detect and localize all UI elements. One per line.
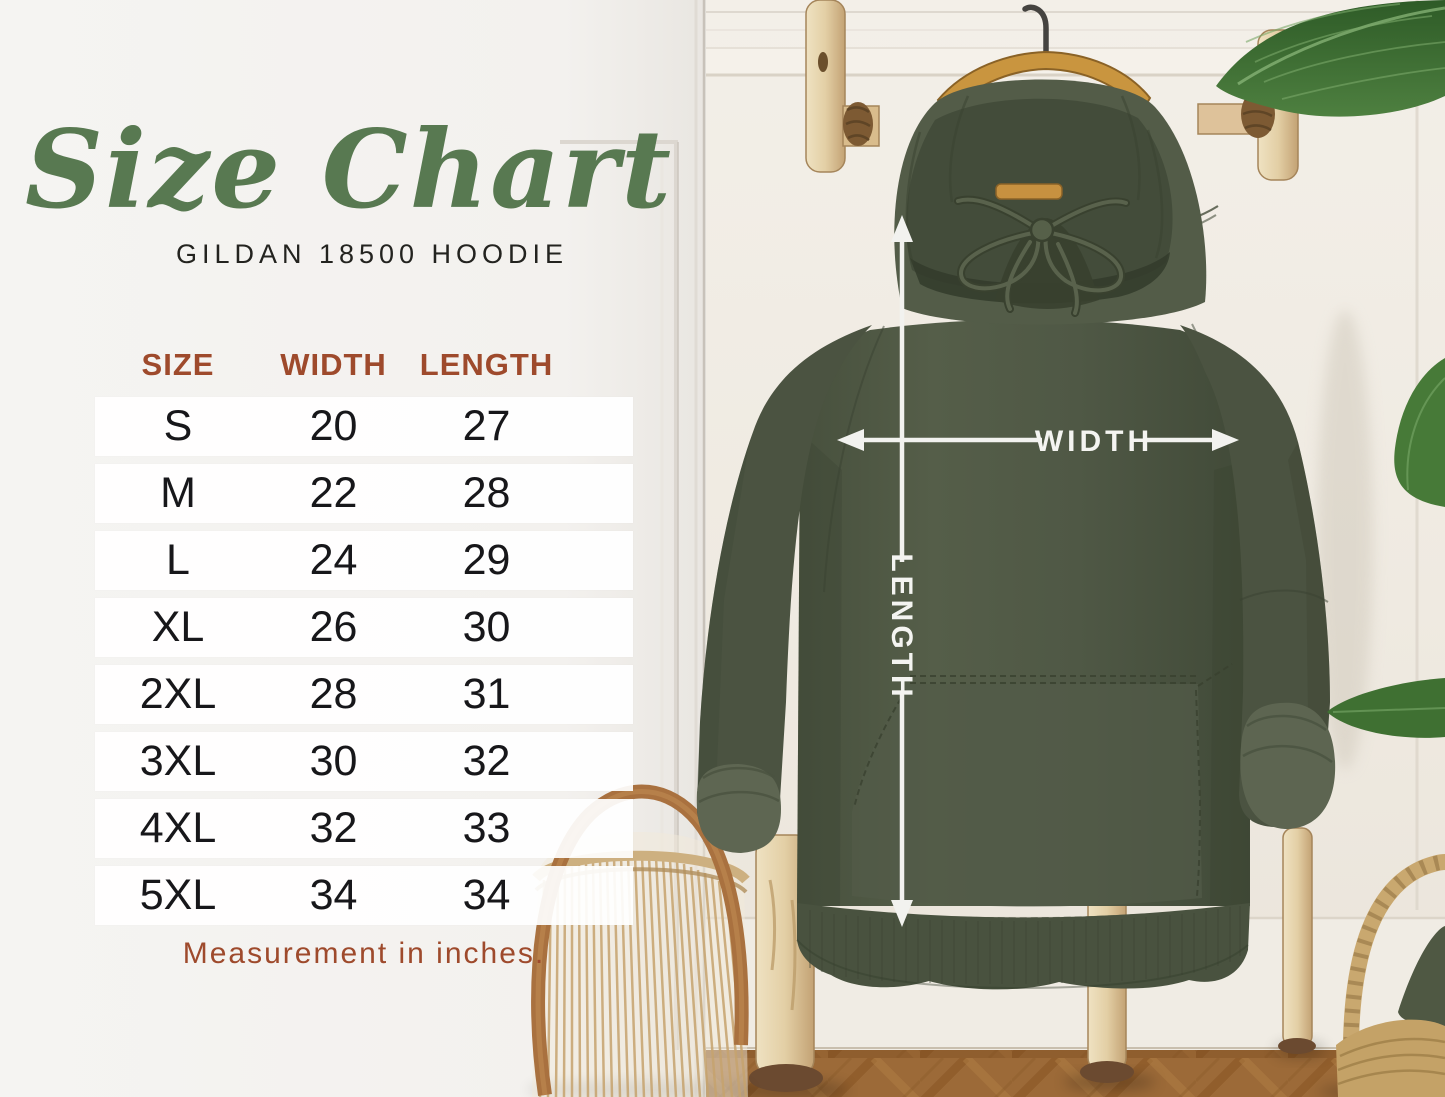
size-cell: M: [160, 469, 196, 517]
size-chart-table: SIZE WIDTH LENGTH S 20 27 M 22 28 L 24 2…: [95, 341, 633, 925]
table-row: 4XL 32 33: [95, 799, 633, 858]
column-header-length: LENGTH: [419, 347, 554, 382]
table-row: S 20 27: [95, 397, 633, 456]
width-cell: 26: [309, 603, 358, 651]
length-cell: 32: [462, 737, 511, 785]
size-cell: 3XL: [139, 737, 217, 785]
length-cell: 33: [462, 804, 511, 852]
table-row: 5XL 34 34: [95, 866, 633, 925]
length-arrow: [891, 215, 913, 927]
table-row: 2XL 28 31: [95, 665, 633, 724]
hoodie: [696, 79, 1336, 990]
drawstring-bow: [954, 195, 1130, 317]
width-cell: 34: [309, 871, 358, 919]
length-cell: 30: [462, 603, 511, 651]
size-cell: L: [166, 536, 190, 584]
length-cell: 34: [462, 871, 511, 919]
width-label: WIDTH: [1035, 425, 1153, 458]
width-arrow: [837, 429, 1239, 451]
table-row: XL 26 30: [95, 598, 633, 657]
table-row: L 24 29: [95, 531, 633, 590]
size-cell: S: [163, 402, 193, 450]
length-cell: 28: [462, 469, 511, 517]
length-label: LENGTH: [885, 553, 918, 700]
width-cell: 32: [309, 804, 358, 852]
size-cell: 2XL: [139, 670, 217, 718]
table-row: 3XL 30 32: [95, 732, 633, 791]
length-cell: 27: [462, 402, 511, 450]
table-row: M 22 28: [95, 464, 633, 523]
width-cell: 24: [309, 536, 358, 584]
length-cell: 29: [462, 536, 511, 584]
column-header-width: WIDTH: [280, 347, 387, 382]
measurement-footnote: Measurement in inches.: [182, 937, 546, 970]
size-cell: 5XL: [139, 871, 217, 919]
table-header-row: SIZE WIDTH LENGTH: [95, 341, 633, 389]
size-cell: 4XL: [139, 804, 217, 852]
size-cell: XL: [151, 603, 205, 651]
width-cell: 30: [309, 737, 358, 785]
column-header-size: SIZE: [141, 347, 215, 382]
width-cell: 22: [309, 469, 358, 517]
length-cell: 31: [462, 670, 511, 718]
wooden-hanger: [936, 4, 1152, 116]
plant-leaves: [1216, 0, 1445, 738]
width-cell: 20: [309, 402, 358, 450]
woven-basket: [1318, 854, 1445, 1097]
product-subtitle: GILDAN 18500 HOODIE: [175, 238, 569, 269]
width-cell: 28: [309, 670, 358, 718]
page-title: Size Chart: [25, 106, 673, 233]
